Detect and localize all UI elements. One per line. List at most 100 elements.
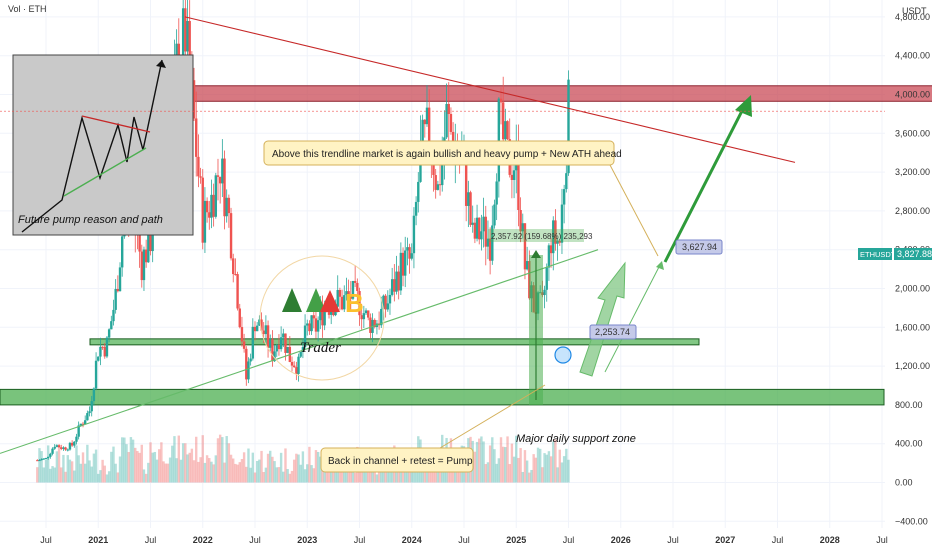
candle-body	[188, 21, 191, 76]
volume-bar	[484, 464, 487, 483]
x-tick-label: Jul	[563, 535, 575, 545]
volume-bar	[358, 470, 361, 483]
volume-bar	[88, 460, 91, 483]
volume-bar	[86, 444, 89, 483]
candle-body	[262, 330, 265, 335]
candle-body	[251, 326, 255, 359]
thin-green-arrow-head	[656, 261, 664, 270]
candle-body	[277, 344, 281, 350]
annotations: 2,357.92 (159.68%) 235,293 3,627.94 2,25…	[263, 95, 752, 473]
candle-body	[441, 155, 444, 186]
candle-body	[510, 174, 514, 180]
volume-bar	[229, 454, 233, 483]
y-tick-label: 3,200.00	[895, 167, 930, 177]
trendline-green	[0, 249, 599, 454]
volume-bar	[225, 436, 228, 483]
volume-bar	[42, 467, 46, 483]
candle-body	[92, 388, 96, 402]
candle-body	[40, 459, 43, 461]
measure-label: 2,357.92 (159.68%) 235,293	[491, 232, 593, 241]
candle-body	[73, 441, 76, 446]
candle-body	[292, 365, 296, 368]
candle-body	[138, 234, 141, 252]
volume-bar	[175, 458, 178, 483]
thin-green-arrow	[604, 264, 661, 373]
candle-body	[301, 347, 305, 353]
candle-body	[554, 220, 557, 244]
volume-bar	[399, 469, 403, 483]
volume-bar	[55, 451, 59, 483]
volume-bar	[77, 455, 80, 483]
candle-body	[90, 401, 93, 412]
y-tick-label: 2,000.00	[895, 284, 930, 294]
candle-body	[142, 249, 146, 281]
x-tick-label: 2028	[820, 535, 840, 545]
callout-bottom-text: Back in channel + retest = Pump	[328, 456, 473, 467]
candle-body	[552, 220, 555, 254]
volume-bar	[506, 436, 509, 483]
volume-bar	[105, 474, 109, 483]
volume-bar	[290, 470, 294, 483]
volume-bar	[236, 464, 239, 483]
volume-bar	[214, 455, 218, 483]
candle-body	[327, 309, 331, 315]
volume-bar	[475, 441, 479, 483]
candle-body	[275, 344, 278, 352]
volume-bar	[240, 459, 244, 483]
volume-bar	[538, 448, 542, 483]
volume-bar	[221, 437, 224, 483]
volume-bar	[46, 445, 50, 483]
volume-bar	[517, 457, 520, 483]
volume-bar	[556, 467, 559, 483]
volume-bar	[295, 453, 298, 483]
volume-bar	[83, 463, 87, 483]
retest-circle	[554, 346, 572, 364]
candle-body	[545, 267, 548, 290]
candle-body	[147, 223, 150, 263]
candle-body	[55, 445, 59, 447]
volume-bar	[166, 463, 170, 483]
candle-body	[234, 274, 237, 276]
volume-bar	[101, 459, 104, 483]
candle-body	[467, 192, 470, 206]
volume-bar	[155, 459, 159, 483]
candle-body	[406, 247, 409, 251]
volume-bar	[362, 471, 366, 483]
callout-top-box	[263, 140, 615, 166]
resistance-zone	[131, 85, 932, 102]
volume-bar	[353, 472, 357, 483]
volume-bar	[138, 452, 141, 483]
volume-bar	[94, 449, 98, 483]
candle-body	[103, 346, 106, 357]
volume-bar	[562, 456, 566, 483]
time-axis[interactable]: Jul 2021 Jul 2022 Jul 2023 Jul 2024 Jul 2025 Jul 20…	[40, 535, 888, 545]
candle-body	[282, 333, 285, 338]
volume-bar	[232, 458, 235, 483]
volume-bar	[227, 443, 231, 483]
x-tick-label: Jul	[876, 535, 888, 545]
volume-bar	[103, 465, 106, 483]
volume-bar	[515, 435, 518, 483]
candle-body	[495, 181, 498, 205]
volume-bar	[288, 473, 292, 483]
volume-bar	[36, 467, 39, 483]
candle-body	[195, 118, 198, 157]
volume-bar	[321, 471, 324, 483]
candle-body	[295, 367, 298, 374]
candle-body	[521, 223, 524, 232]
price-badges: ETHUSDT 3,827.88	[858, 248, 932, 260]
volume-bar	[184, 443, 187, 483]
candle-body	[197, 156, 200, 177]
volume-bar	[186, 454, 189, 483]
volume-bar	[179, 459, 183, 483]
candle-body	[81, 423, 85, 425]
candle-body	[447, 103, 450, 114]
volume-bar	[292, 459, 296, 483]
candle-body	[245, 348, 248, 380]
candle-body	[525, 261, 529, 270]
volume-bar	[497, 458, 501, 483]
candle-body	[212, 194, 215, 217]
candle-body	[49, 453, 52, 457]
candle-body	[369, 317, 372, 333]
volume-bar	[247, 448, 250, 483]
